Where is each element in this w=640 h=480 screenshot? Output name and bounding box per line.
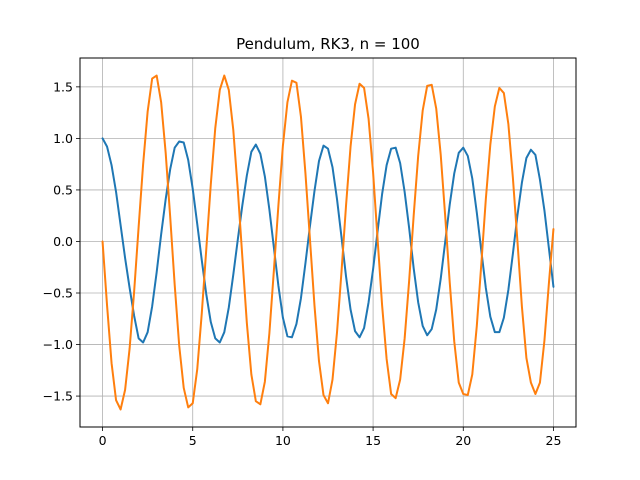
x-tick-label: 0 [99, 433, 107, 448]
plot-frame [79, 57, 577, 428]
grid [80, 58, 576, 427]
y-tick-label: 1.0 [53, 131, 73, 146]
x-tick-label: 20 [455, 433, 471, 448]
y-tick-label: −1.0 [43, 337, 73, 352]
y-tick-label: 0.5 [53, 182, 73, 197]
y-tick-label: 0.0 [53, 234, 73, 249]
x-tick-label: 15 [365, 433, 381, 448]
series-line-1 [101, 137, 555, 344]
chart-title: Pendulum, RK3, n = 100 [236, 35, 420, 53]
x-tick-label: 10 [275, 433, 291, 448]
y-tick-label: −1.5 [43, 389, 73, 404]
x-tick-label: 5 [189, 433, 197, 448]
y-tick-label: 1.5 [53, 79, 73, 94]
x-tick-label: 25 [546, 433, 562, 448]
series-layer [101, 74, 555, 411]
y-tick-label: −0.5 [43, 286, 73, 301]
x-axis: 0 5 10 15 20 25 [99, 427, 562, 448]
y-axis: −1.5 −1.0 −0.5 0.0 0.5 1.0 1.5 [43, 79, 80, 404]
series-line-2 [101, 74, 555, 411]
